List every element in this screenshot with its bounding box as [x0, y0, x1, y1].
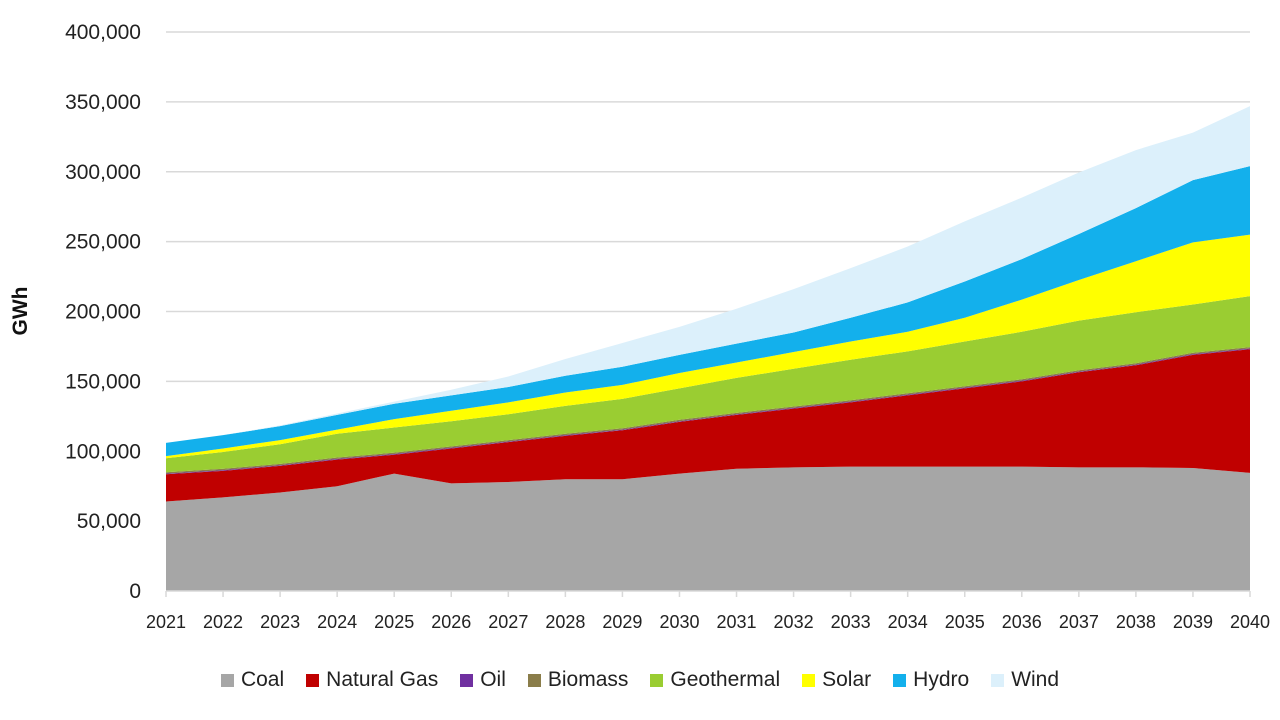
x-tick-label: 2036: [1002, 612, 1042, 632]
legend: Coal Natural Gas Oil Biomass Geothermal Solar…: [0, 668, 1280, 692]
x-tick-label: 2022: [203, 612, 243, 632]
legend-swatch: [460, 673, 474, 687]
x-tick-label: 2035: [945, 612, 985, 632]
legend-label: Wind: [1011, 668, 1060, 691]
legend-label: Geothermal: [670, 668, 781, 691]
legend-swatch: [650, 673, 664, 687]
legend-swatch: [220, 673, 234, 687]
x-tick-label: 2033: [831, 612, 871, 632]
x-tick-label: 2027: [488, 612, 528, 632]
legend-swatch: [802, 673, 816, 687]
x-tick-label: 2026: [431, 612, 471, 632]
x-tick-label: 2029: [602, 612, 642, 632]
stacked-area-chart: 2021 2022 2023 2024 2025 2026 2027 2028 2029 2030…: [9, 21, 1270, 632]
legend-item: Geothermal: [650, 668, 780, 692]
x-axis: 2021 2022 2023 2024 2025 2026 2027 2028 2029 2030…: [146, 590, 1270, 632]
legend-item: Coal: [220, 668, 285, 692]
y-tick-label: 100,000: [65, 440, 141, 463]
x-tick-label: 2038: [1116, 612, 1156, 632]
legend-item: Biomass: [527, 668, 629, 692]
legend-label: Natural Gas: [326, 668, 439, 691]
legend-item: Natural Gas: [306, 668, 438, 692]
x-tick-label: 2040: [1230, 612, 1270, 632]
y-tick-label: 250,000: [65, 231, 141, 254]
x-tick-label: 2037: [1059, 612, 1099, 632]
y-tick-label: 400,000: [65, 21, 141, 44]
y-tick-label: 300,000: [65, 161, 141, 184]
y-tick-label: 50,000: [77, 510, 141, 533]
legend-item: Solar: [802, 668, 871, 692]
x-tick-label: 2024: [317, 612, 357, 632]
legend-label: Oil: [480, 668, 506, 691]
legend-swatch: [893, 673, 907, 687]
y-tick-label: 150,000: [65, 370, 141, 393]
legend-item: Wind: [991, 668, 1059, 692]
area-hydro: [166, 166, 1250, 457]
legend-swatch: [527, 673, 541, 687]
x-tick-label: 2032: [774, 612, 814, 632]
x-tick-label: 2025: [374, 612, 414, 632]
area-natural-gas: [166, 349, 1250, 502]
y-axis: 0 50,000 100,000 150,000 200,000 250,000 300,0…: [65, 21, 141, 603]
x-tick-label: 2028: [545, 612, 585, 632]
legend-label: Biomass: [547, 668, 629, 691]
legend-label: Coal: [240, 668, 285, 691]
legend-swatch: [306, 673, 320, 687]
legend-label: Solar: [822, 668, 872, 691]
area-geothermal: [166, 296, 1250, 473]
legend-swatch: [991, 673, 1005, 687]
area-series-group: [166, 106, 1250, 591]
x-tick-label: 2034: [888, 612, 928, 632]
x-tick-label: 2039: [1173, 612, 1213, 632]
legend-label: Hydro: [913, 668, 970, 691]
legend-item: Oil: [460, 668, 506, 692]
x-tick-label: 2023: [260, 612, 300, 632]
area-coal: [166, 466, 1250, 591]
y-axis-label: GWh: [9, 287, 32, 336]
y-tick-label: 0: [129, 580, 141, 603]
x-tick-label: 2031: [717, 612, 757, 632]
legend-item: Hydro: [893, 668, 969, 692]
y-tick-label: 200,000: [65, 301, 141, 324]
x-tick-label: 2030: [659, 612, 699, 632]
x-tick-label: 2021: [146, 612, 186, 632]
y-tick-label: 350,000: [65, 91, 141, 114]
